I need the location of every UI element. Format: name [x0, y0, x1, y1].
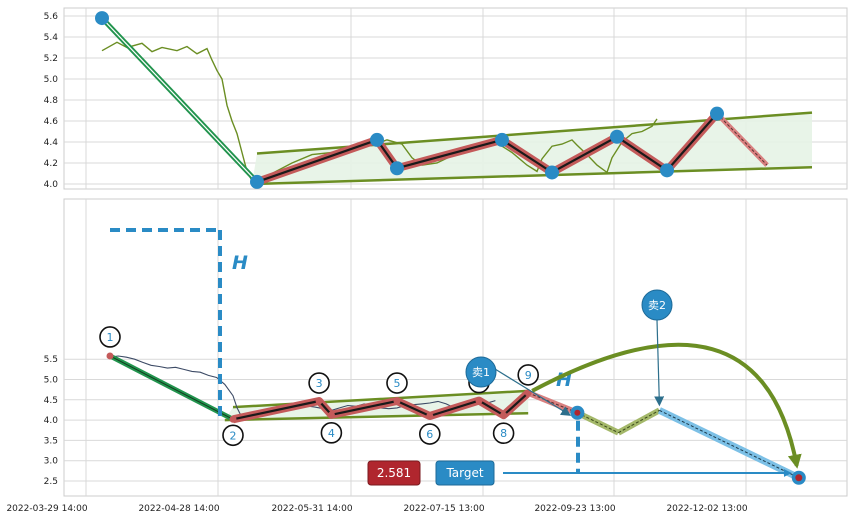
projection-seg-pink-core — [528, 392, 578, 414]
sell1-point-core — [574, 409, 581, 416]
detail-height-measure — [110, 228, 580, 473]
wave-label-4: 4 — [328, 427, 335, 440]
detail-target: 2.581 Target — [367, 460, 495, 486]
wave-label-8: 8 — [500, 427, 507, 440]
wave-label-6: 6 — [426, 428, 433, 441]
overview-y-tick-label: 5.4 — [44, 33, 59, 43]
overview-pivot-6 — [545, 165, 559, 180]
detail-wave-labels: 123456789 — [99, 326, 540, 447]
overview-pivots — [95, 11, 724, 189]
detail-x-tick-label: 2022-07-15 13:00 — [403, 504, 484, 514]
sell1-badge — [465, 356, 497, 388]
wave-dot-8 — [500, 411, 508, 419]
overview-pivot-1 — [95, 11, 109, 26]
height-label-left: H — [232, 252, 248, 274]
wave-dot-7 — [475, 397, 483, 405]
sell1-label: 卖1 — [472, 366, 490, 379]
overview-pivot-9 — [710, 106, 724, 121]
detail-panel: 2.53.03.54.04.55.05.5 2022-03-29 14:00 20… — [6, 198, 848, 514]
projection-seg-olive2-core — [618, 409, 660, 434]
sell2-badge — [641, 289, 673, 321]
overview-pivot-4 — [390, 161, 404, 176]
detail-x-tick-label: 2022-09-23 13:00 — [534, 504, 615, 514]
detail-entry-arrow — [108, 353, 235, 422]
overview-y-tick-label: 5.2 — [44, 54, 58, 64]
overview-grid — [64, 8, 847, 189]
wave-label-circle-2 — [222, 424, 244, 447]
wave-label-5: 5 — [394, 377, 401, 390]
overview-y-tick-label: 4.6 — [44, 117, 59, 127]
detail-x-tick-label: 2022-04-28 14:00 — [138, 504, 219, 514]
detail-x-ticks: 2022-03-29 14:00 2022-04-28 14:00 2022-05-… — [6, 504, 747, 514]
wave-label-circle-5 — [386, 372, 408, 394]
wave-label-circle-8 — [492, 422, 515, 445]
detail-y-tick-label: 4.5 — [44, 396, 58, 406]
overview-projection — [715, 111, 769, 167]
wave-label-circle-6 — [418, 423, 441, 445]
wave-dot-4 — [327, 411, 335, 419]
detail-plot-area — [63, 198, 848, 497]
overview-y-ticks: 4.0 4.2 4.4 4.6 4.8 5.0 5.2 5.4 5.6 — [44, 12, 59, 190]
overview-y-tick-label: 4.4 — [44, 138, 59, 148]
overview-pivot-7 — [610, 129, 624, 144]
detail-x-tick-label: 2022-05-31 14:00 — [271, 504, 352, 514]
wave-dot-3 — [315, 397, 323, 405]
sell2-label: 卖2 — [648, 299, 666, 312]
projection-seg-olive1-core — [577, 412, 619, 434]
overview-entry-arrow — [100, 16, 259, 184]
wave-label-2: 2 — [230, 429, 237, 442]
detail-channel-lower — [224, 411, 529, 422]
detail-curve-arrow — [531, 342, 802, 469]
wave-label-circle-1 — [99, 326, 121, 348]
overview-y-tick-label: 5.6 — [44, 12, 59, 22]
wave-label-1: 1 — [107, 331, 114, 344]
projection-seg-blue-core — [659, 409, 800, 479]
detail-y-tick-label: 3.5 — [44, 436, 58, 446]
wave-dot-2 — [229, 415, 237, 423]
wave-label-3: 3 — [316, 377, 323, 390]
wave-dot-1 — [106, 352, 114, 360]
wave-dot-6 — [426, 412, 434, 420]
overview-y-tick-label: 4.0 — [44, 180, 59, 190]
detail-sell-markers: 卖1 卖2 — [465, 289, 673, 420]
target-label-box — [435, 460, 495, 486]
detail-x-tick-label: 2022-03-29 14:00 — [6, 504, 87, 514]
target-label-text: Target — [445, 466, 483, 480]
detail-y-tick-label: 4.0 — [44, 416, 59, 426]
detail-y-tick-label: 5.5 — [44, 355, 58, 365]
overview-channel-lower — [251, 165, 813, 186]
overview-y-tick-label: 5.0 — [44, 75, 59, 85]
overview-entry-core — [101, 17, 258, 183]
target-value-box — [367, 460, 421, 486]
overview-y-tick-label: 4.8 — [44, 96, 59, 106]
wave-label-9: 9 — [525, 369, 532, 382]
sell1-arrow — [494, 368, 572, 416]
wave-label-circle-3 — [308, 372, 330, 394]
target-value-text: 2.581 — [377, 466, 411, 480]
detail-y-tick-label: 5.0 — [44, 376, 59, 386]
wave-label-circle-4 — [320, 422, 343, 444]
detail-y-tick-label: 3.0 — [44, 457, 59, 467]
overview-pivot-2 — [250, 174, 264, 189]
target-point-core — [795, 474, 803, 482]
overview-projection-core — [716, 113, 768, 166]
sell2-arrow — [654, 319, 665, 407]
detail-channel-upper — [232, 389, 529, 409]
overview-pivot-5 — [495, 132, 509, 147]
detail-y-tick-label: 2.5 — [44, 477, 58, 487]
overview-y-tick-label: 4.2 — [44, 159, 58, 169]
overview-price-line — [101, 41, 658, 182]
curve-arrow-path — [531, 342, 802, 469]
detail-y-ticks: 2.5 3.0 3.5 4.0 4.5 5.0 5.5 — [44, 355, 59, 487]
detail-projection — [503, 390, 806, 485]
overview-pivot-3 — [370, 132, 384, 147]
overview-pivot-8 — [660, 163, 674, 178]
wave-label-circle-9 — [517, 364, 540, 386]
overview-panel: 4.0 4.2 4.4 4.6 4.8 5.0 5.2 5.4 5.6 — [44, 7, 848, 190]
wave-dot-5 — [393, 397, 401, 405]
detail-entry-core — [109, 355, 234, 420]
detail-x-tick-label: 2022-12-02 13:00 — [666, 504, 747, 514]
